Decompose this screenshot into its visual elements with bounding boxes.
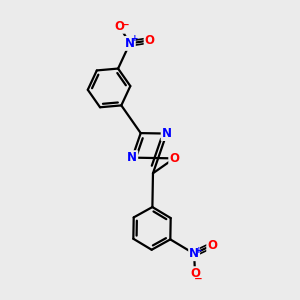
- Text: N: N: [189, 247, 199, 260]
- Text: O: O: [114, 20, 124, 33]
- Text: O: O: [190, 267, 200, 280]
- Text: N: N: [127, 151, 137, 164]
- Text: N: N: [125, 37, 135, 50]
- Text: −: −: [194, 274, 203, 284]
- Text: +: +: [130, 34, 138, 43]
- Text: −: −: [120, 20, 129, 29]
- Text: O: O: [207, 238, 217, 252]
- Text: +: +: [195, 246, 202, 255]
- Text: O: O: [169, 152, 179, 165]
- Text: O: O: [145, 34, 154, 47]
- Text: N: N: [162, 127, 172, 140]
